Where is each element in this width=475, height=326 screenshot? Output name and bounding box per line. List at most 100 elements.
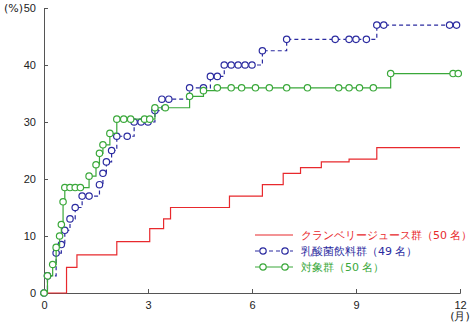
series-point [44, 273, 50, 279]
series-point [200, 87, 206, 93]
series-point [86, 173, 92, 179]
y-tick: 40 [24, 59, 48, 71]
series-point [162, 105, 168, 111]
series-point [370, 85, 376, 91]
series-point [60, 199, 66, 205]
x-axis-label: (月) [450, 310, 470, 323]
y-tick-label: 20 [24, 173, 36, 185]
series-point [214, 73, 220, 79]
series-point [86, 193, 92, 199]
series-point [363, 36, 369, 42]
series-point [159, 96, 165, 102]
series-point [41, 290, 47, 296]
plot: 0 3 6 9 12 0 10 20 30 40 50 クランベリージュース群（50 名） 乳酸菌飲料群… [24, 2, 473, 311]
series-point [332, 36, 338, 42]
series-point [381, 22, 387, 28]
series-point [228, 85, 234, 91]
legend-label: クランベリージュース群（50 名） [301, 229, 473, 242]
legend-item: 乳酸菌飲料群（49 名） [255, 245, 418, 258]
series-point [346, 85, 352, 91]
series-point [235, 62, 241, 68]
legend-marker [260, 248, 266, 254]
x-tick-label: 3 [145, 299, 151, 311]
x-tick-label: 9 [353, 299, 359, 311]
series-point [93, 162, 99, 168]
y-tick: 50 [24, 2, 48, 14]
x-tick-mark [252, 289, 253, 293]
series-point [446, 22, 452, 28]
y-tick-mark [44, 8, 48, 9]
series-point [455, 70, 461, 76]
series-point [304, 85, 310, 91]
series-point [127, 116, 133, 122]
series-point [49, 261, 55, 267]
series-point [266, 85, 272, 91]
series-point [283, 85, 289, 91]
series-point [356, 85, 362, 91]
series-point [453, 22, 459, 28]
series-point [96, 182, 102, 188]
y-tick-label: 30 [24, 116, 36, 128]
legend-marker [282, 264, 288, 270]
y-tick-label: 10 [24, 230, 36, 242]
series-point [147, 116, 153, 122]
x-tick: 6 [249, 289, 255, 311]
x-tick-label: 6 [249, 299, 255, 311]
series-point [242, 62, 248, 68]
x-tick: 0 [41, 289, 47, 311]
x-tick-mark [460, 289, 461, 293]
series-point [58, 221, 64, 227]
series-point [214, 85, 220, 91]
series-point [41, 290, 47, 296]
x-tick: 12 [454, 289, 466, 311]
y-tick-mark [44, 122, 48, 123]
series-point [228, 62, 234, 68]
series-point [56, 233, 62, 239]
series-point [96, 150, 102, 156]
y-tick-label: 40 [24, 59, 36, 71]
x-tick: 9 [353, 289, 359, 311]
series-point [100, 142, 106, 148]
series-point [207, 73, 213, 79]
x-tick-mark [148, 289, 149, 293]
y-tick-label: 50 [24, 2, 36, 14]
series-point [186, 93, 192, 99]
y-axis-line [45, 9, 49, 294]
series-point [249, 62, 255, 68]
series-point [346, 36, 352, 42]
y-tick: 20 [24, 173, 48, 185]
series-point [259, 48, 265, 54]
series-point [152, 105, 158, 111]
marks [41, 22, 462, 296]
series-point [107, 130, 113, 136]
y-tick: 30 [24, 116, 48, 128]
series-point [72, 204, 78, 210]
series-point [79, 193, 85, 199]
series-point [108, 147, 114, 153]
series-point [114, 116, 120, 122]
series-point [387, 70, 393, 76]
legend-marker [260, 264, 266, 270]
legend-item: 対象群（50 名） [255, 261, 385, 274]
series-line [44, 74, 458, 293]
legend: クランベリージュース群（50 名） 乳酸菌飲料群（49 名） 対象群（50 名） [255, 229, 473, 274]
y-tick-mark [44, 179, 48, 180]
y-tick: 0 [30, 287, 48, 299]
legend-label: 乳酸菌飲料群（49 名） [301, 245, 418, 258]
y-tick-mark [44, 236, 48, 237]
x-tick-mark [356, 289, 357, 293]
series-point [353, 36, 359, 42]
y-tick-label: 0 [30, 287, 36, 299]
series-point [77, 184, 83, 190]
legend-label: 対象群（50 名） [301, 261, 385, 274]
series-line [44, 25, 457, 293]
series-point [166, 96, 172, 102]
legend-marker [282, 248, 288, 254]
series-point [103, 159, 109, 165]
series-point [283, 36, 289, 42]
series-point [67, 216, 73, 222]
x-tick: 3 [145, 289, 151, 311]
series-point [124, 133, 130, 139]
y-axis-label: (%) [4, 2, 23, 15]
series-point [238, 85, 244, 91]
